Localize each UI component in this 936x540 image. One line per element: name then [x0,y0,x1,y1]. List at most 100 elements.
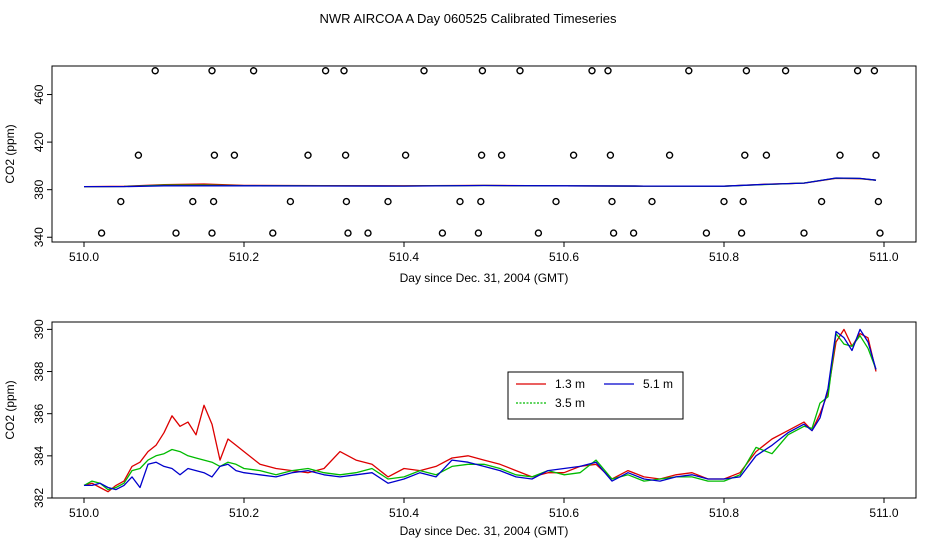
x-tick-label: 510.8 [709,506,739,520]
bottom-panel: 510.0 510.2 510.4 510.6 510.8 511.0 382 384 386… [3,319,917,538]
legend-label-1-3m: 1.3 m [555,377,585,391]
bottom-y-axis-label: CO2 (ppm) [3,380,17,439]
x-tick-label: 510.0 [69,506,99,520]
x-tick-label: 511.0 [869,250,898,264]
calibration-point [97,229,106,237]
calibration-point [552,197,560,206]
calibration-point [269,229,277,237]
calibration-point [384,197,392,206]
x-tick-label: 511.0 [869,506,898,520]
x-tick-label: 510.8 [709,250,739,264]
bottom-x-axis: 510.0 510.2 510.4 510.6 510.8 511.0 [69,498,899,520]
calibration-point [249,67,258,75]
calibration-point [781,67,790,75]
calibration-point [606,151,615,159]
calibration-point [134,151,143,159]
calibration-point [117,197,125,206]
calibration-point [401,151,410,159]
legend-label-3-5m: 3.5 m [555,396,585,410]
calibration-point [685,67,693,75]
calibration-point [516,67,524,75]
legend: 1.3 m 3.5 m 5.1 m [507,371,684,420]
top-series-lines [83,177,877,188]
calibration-point [340,67,348,75]
calibration-point [609,229,618,237]
calibration-point [762,151,771,159]
bottom-plot-frame [51,321,917,499]
calibration-point [304,151,312,159]
x-tick-label: 510.4 [389,250,419,264]
calibration-point [172,229,180,237]
calibration-point [189,197,197,206]
calibration-point [456,197,464,206]
calibration-point [364,229,372,237]
calibration-point [420,67,428,75]
calibration-point [737,229,746,237]
x-tick-label: 510.0 [69,250,99,264]
x-tick-label: 510.2 [229,250,259,264]
calibration-point [477,151,486,159]
calibration-point [342,197,351,206]
calibration-point [477,197,485,206]
y-tick-label: 460 [32,84,46,104]
calibration-point [608,197,616,206]
top-x-axis: 510.0 510.2 510.4 510.6 510.8 511.0 [69,242,899,264]
calibration-point [648,197,656,206]
calibration-point [739,197,747,206]
top-x-axis-label: Day since Dec. 31, 2004 (GMT) [400,271,569,285]
y-tick-label: 382 [32,488,46,508]
calibration-point [720,197,728,206]
calibration-point [588,67,596,75]
calibration-point [344,229,352,237]
calibration-point [853,67,862,75]
x-tick-label: 510.4 [389,506,419,520]
calibration-point [874,197,883,206]
calibration-point [836,151,844,159]
top-calibration-points [97,67,884,237]
calibration-point [702,229,711,237]
calibration-point [629,229,638,237]
calibration-point [341,151,350,159]
calibration-point [478,67,487,75]
figure-title: NWR AIRCOA A Day 060525 Calibrated Times… [320,11,617,26]
calibration-point [230,151,239,159]
calibration-point [286,197,295,206]
calibration-point [209,197,218,206]
calibration-point [534,229,543,237]
legend-label-5-1m: 5.1 m [643,377,673,391]
series-line-5-1-m [84,177,877,188]
calibration-point [208,67,216,75]
y-tick-label: 390 [32,319,46,339]
calibration-point [321,67,330,75]
calibration-point [872,151,880,159]
y-tick-label: 386 [32,403,46,423]
legend-box [507,371,684,420]
calibration-point [474,229,483,237]
calibration-point [870,67,879,75]
x-tick-label: 510.6 [549,506,579,520]
top-y-axis-label: CO2 (ppm) [3,124,17,183]
calibration-point [800,229,808,237]
bottom-series-lines [83,328,877,493]
top-panel: 510.0 510.2 510.4 510.6 510.8 511.0 340 380 420… [3,65,917,285]
top-y-axis: 340 380 420 460 [32,84,52,247]
calibration-point [497,151,506,159]
calibration-point [817,197,826,206]
y-tick-label: 420 [32,132,46,152]
calibration-point [569,151,578,159]
top-plot-frame [51,65,917,243]
calibration-point [438,229,447,237]
calibration-point [151,67,159,75]
calibration-point [210,151,219,159]
bottom-x-axis-label: Day since Dec. 31, 2004 (GMT) [400,524,569,538]
calibration-point [742,67,751,75]
x-tick-label: 510.2 [229,506,259,520]
calibration-point [208,229,216,237]
x-tick-label: 510.6 [549,250,579,264]
calibration-point [604,67,612,75]
y-tick-label: 384 [32,446,46,466]
y-tick-label: 340 [32,227,46,247]
bottom-y-axis: 382 384 386 388 390 [32,319,52,508]
series-line-5-1-m [84,328,877,491]
